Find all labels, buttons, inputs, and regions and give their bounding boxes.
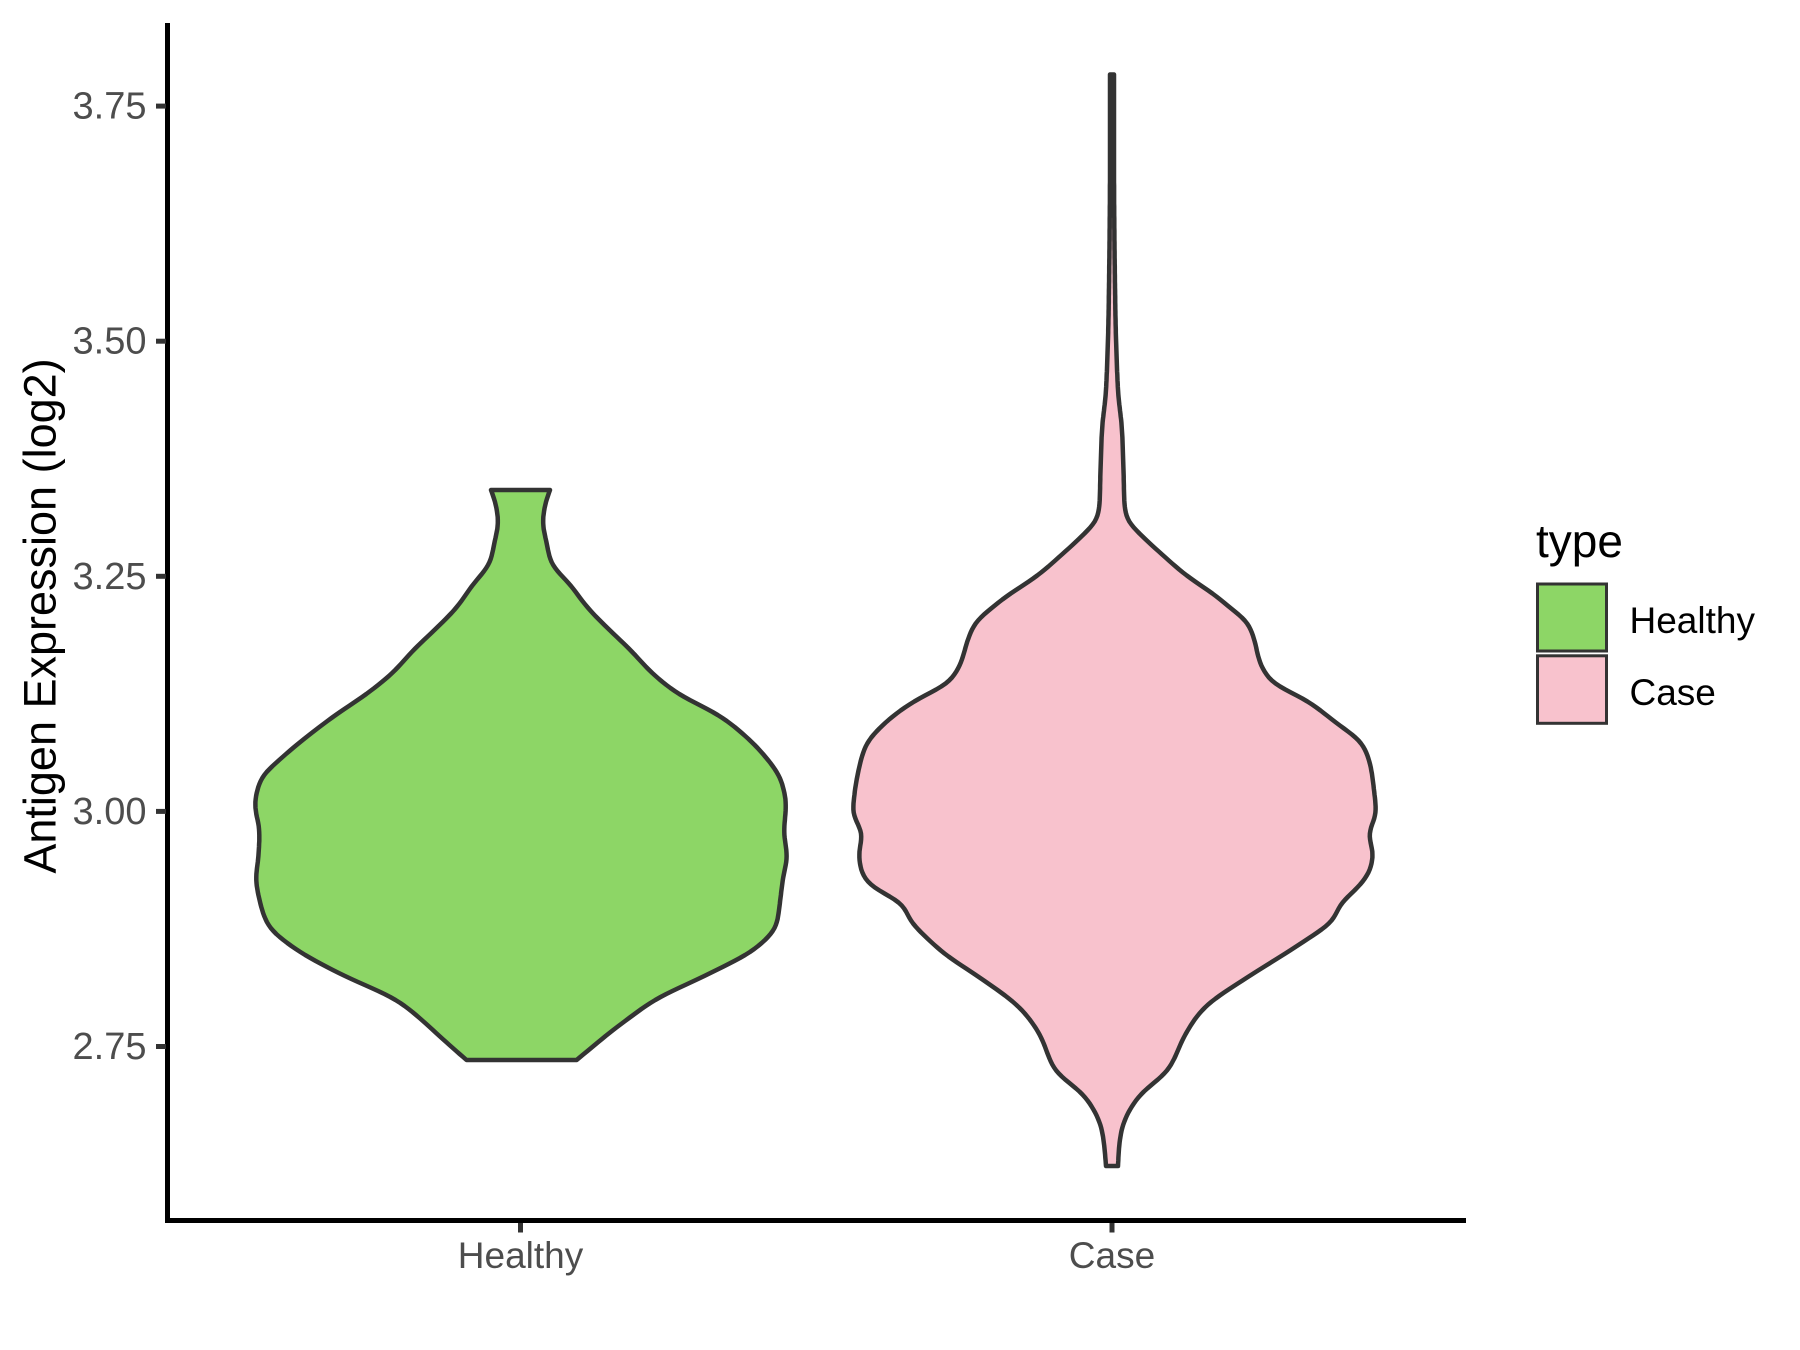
svg-text:3.25: 3.25 bbox=[73, 556, 147, 598]
svg-text:Healthy: Healthy bbox=[458, 1235, 584, 1276]
svg-text:type: type bbox=[1536, 515, 1623, 567]
svg-text:3.75: 3.75 bbox=[73, 86, 147, 128]
svg-text:3.50: 3.50 bbox=[73, 321, 147, 363]
svg-text:Healthy: Healthy bbox=[1630, 600, 1756, 641]
svg-text:3.00: 3.00 bbox=[73, 791, 147, 833]
svg-text:Case: Case bbox=[1069, 1235, 1155, 1276]
svg-text:2.75: 2.75 bbox=[73, 1026, 147, 1068]
svg-text:Case: Case bbox=[1630, 672, 1716, 713]
svg-text:Antigen Expression (log2): Antigen Expression (log2) bbox=[15, 358, 66, 873]
